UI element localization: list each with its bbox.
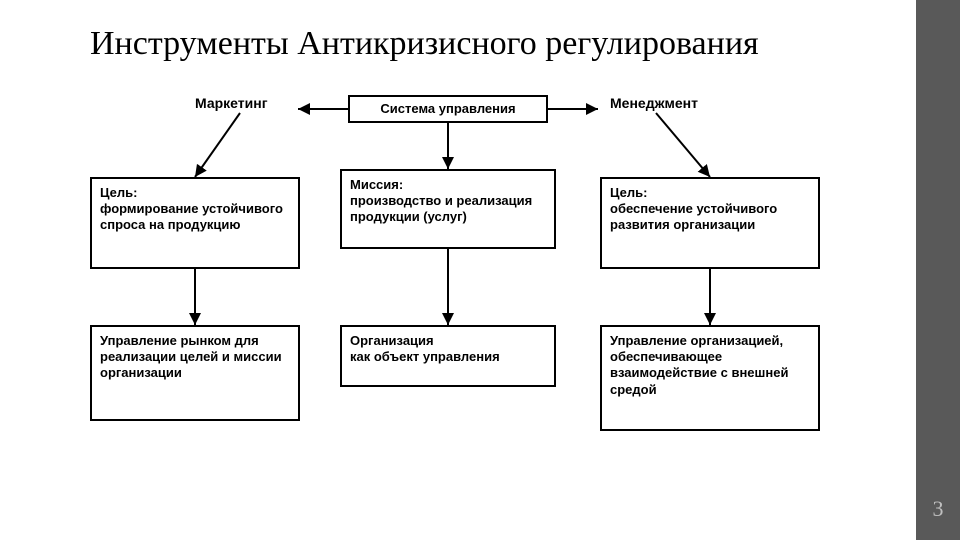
- diagram-label-lbl-marketing: Маркетинг: [195, 95, 295, 111]
- diagram-label-lbl-management: Менеджмент: [610, 95, 720, 111]
- diagram-box-box-goal-r: Цель:обеспечение устойчивого развития ор…: [600, 177, 820, 269]
- diagram-box-box-bot-r: Управление организацией, обеспечивающее …: [600, 325, 820, 431]
- page-title: Инструменты Антикризисного регулирования: [90, 24, 876, 65]
- diagram-box-box-bot-l: Управление рынком для реализации целей и…: [90, 325, 300, 421]
- page-number: 3: [916, 496, 960, 522]
- diagram-box-box-system: Система управления: [348, 95, 548, 123]
- diagram-box-box-mission: Миссия:производство и реализация продукц…: [340, 169, 556, 249]
- arrow: [195, 113, 240, 177]
- slide-sidebar: 3: [916, 0, 960, 540]
- flowchart-diagram: Маркетинг Менеджмент Система управления Цел…: [90, 95, 830, 455]
- slide-content: Инструменты Антикризисного регулирования…: [0, 0, 916, 540]
- diagram-box-box-goal-l: Цель:формирование устойчивого спроса на …: [90, 177, 300, 269]
- arrow: [656, 113, 710, 177]
- diagram-box-box-bot-m: Организациякак объект управления: [340, 325, 556, 387]
